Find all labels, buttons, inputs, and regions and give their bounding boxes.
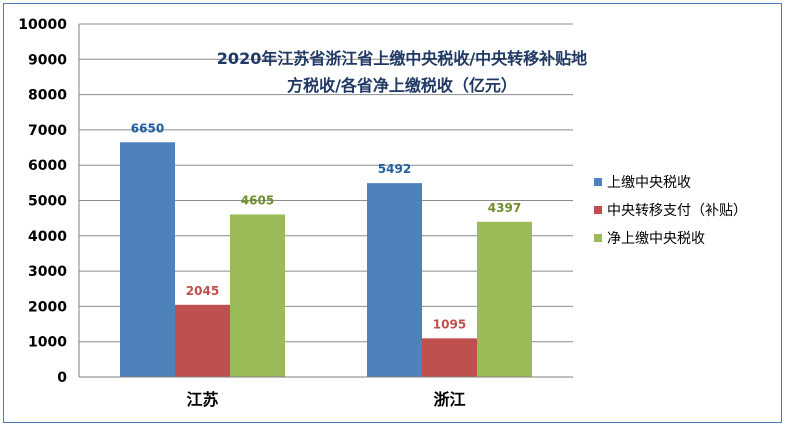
legend-swatch — [594, 234, 602, 242]
bar — [175, 304, 230, 377]
x-category-label: 浙江 — [433, 390, 465, 409]
y-tick-label: 3000 — [28, 264, 67, 280]
data-label: 4397 — [488, 201, 521, 215]
y-tick-label: 6000 — [28, 158, 67, 174]
bar — [422, 338, 477, 377]
bar — [120, 142, 175, 377]
data-label: 1095 — [433, 317, 466, 331]
bars — [120, 142, 532, 377]
legend-label: 中央转移支付（补贴） — [607, 203, 747, 219]
legend-label: 净上缴中央税收 — [607, 231, 705, 247]
legend-label: 上缴中央税收 — [607, 175, 691, 191]
chart-title-line: 方税收/各省净上缴税收（亿元） — [287, 76, 517, 95]
y-tick-label: 0 — [57, 370, 67, 386]
bar — [367, 183, 422, 377]
y-axis: 0 1000 2000 3000 4000 5000 6000 7000 8000 9000 100… — [18, 17, 80, 386]
y-tick-label: 10000 — [18, 17, 67, 33]
data-labels: 6650 2045 4605 5492 1095 4397 — [131, 121, 521, 331]
y-tick-label: 2000 — [28, 299, 67, 315]
legend-swatch — [594, 206, 602, 214]
chart-title-line: 2020年江苏省浙江省上缴中央税收/中央转移补贴地 — [217, 49, 587, 68]
data-label: 6650 — [131, 121, 164, 135]
y-tick-label: 9000 — [28, 52, 67, 68]
data-label: 5492 — [378, 162, 411, 176]
chart-frame: 0 1000 2000 3000 4000 5000 6000 7000 8000 9000 100… — [3, 3, 782, 423]
y-tick-label: 5000 — [28, 194, 67, 210]
y-tick-label: 4000 — [28, 229, 67, 245]
y-tick-label: 1000 — [28, 335, 67, 351]
y-tick-label: 8000 — [28, 88, 67, 104]
data-label: 2045 — [186, 284, 219, 298]
x-category-label: 江苏 — [186, 390, 218, 409]
legend-swatch — [594, 178, 602, 186]
bar-chart: 0 1000 2000 3000 4000 5000 6000 7000 8000 9000 100… — [18, 17, 747, 409]
x-axis: 江苏 浙江 — [79, 376, 573, 409]
y-tick-label: 7000 — [28, 123, 67, 139]
bar — [230, 214, 285, 377]
data-label: 4605 — [241, 193, 274, 207]
bar — [477, 221, 532, 377]
